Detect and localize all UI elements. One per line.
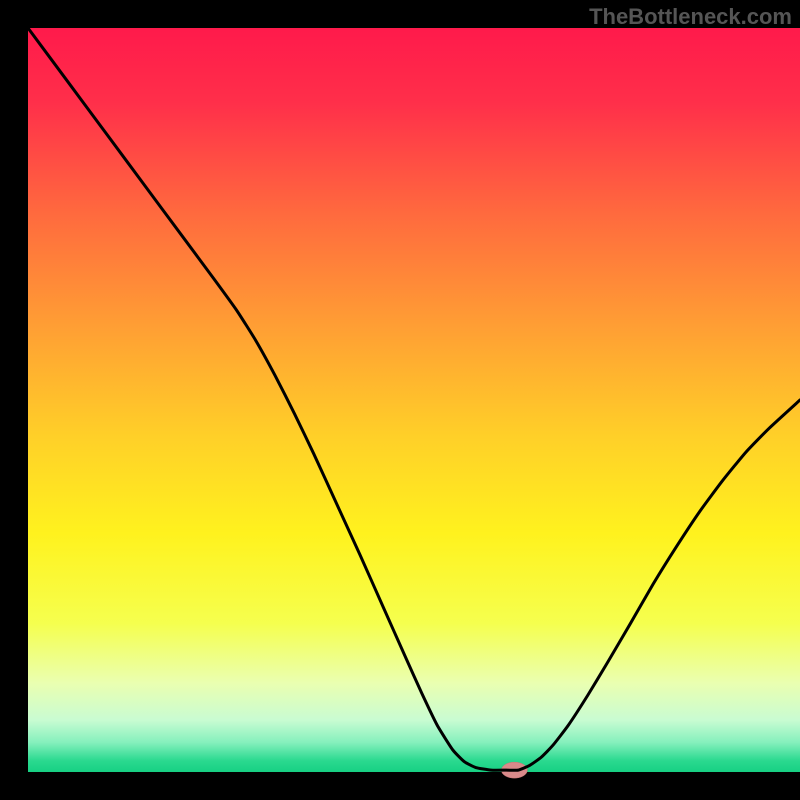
chart-svg — [0, 0, 800, 800]
chart-container: { "attribution": { "text": "TheBottlenec… — [0, 0, 800, 800]
plot-background — [28, 28, 800, 772]
